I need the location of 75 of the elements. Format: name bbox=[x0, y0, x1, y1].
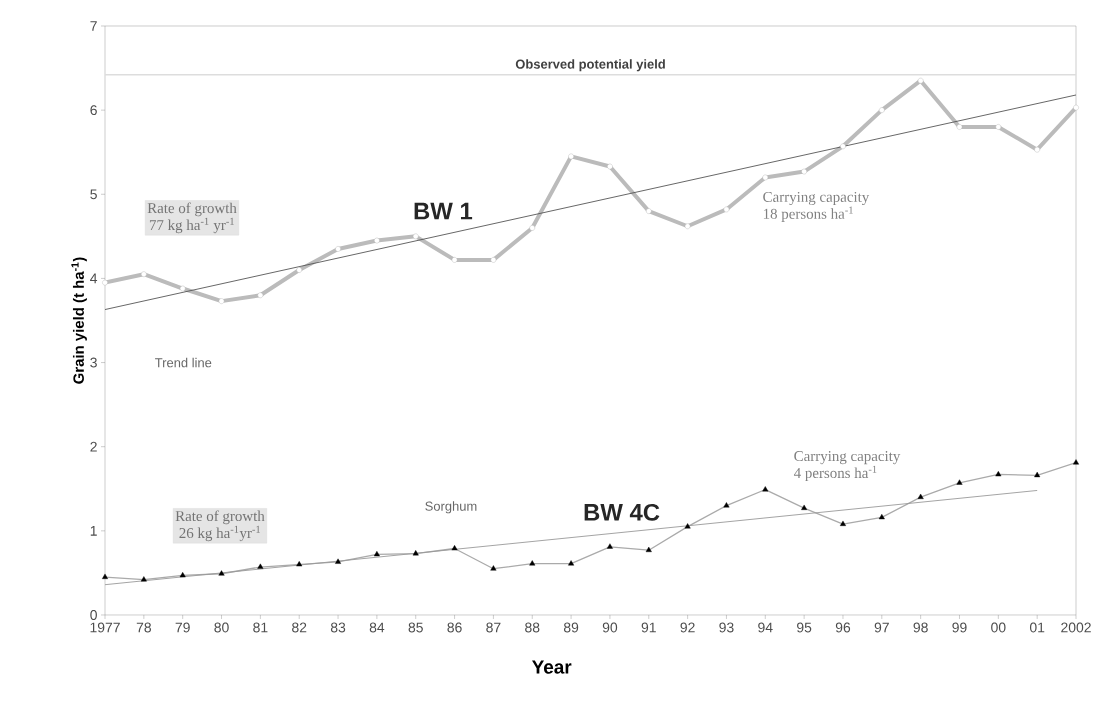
x-tick-label: 93 bbox=[719, 622, 734, 633]
ref-line-label: Observed potential yield bbox=[515, 59, 665, 72]
x-tick-label: 94 bbox=[758, 622, 773, 633]
x-tick-label: 90 bbox=[602, 622, 618, 633]
x-tick-label: 78 bbox=[136, 622, 151, 633]
annotation: 4 persons ha$^{-1}$ bbox=[793, 465, 877, 482]
x-tick-label: 83 bbox=[330, 622, 346, 633]
annotation: Rate of growth bbox=[147, 202, 237, 217]
annotation: Carrying capacity bbox=[763, 191, 870, 205]
x-tick-label: 97 bbox=[874, 622, 889, 633]
point bbox=[607, 163, 613, 170]
point bbox=[102, 279, 108, 286]
point bbox=[723, 206, 730, 213]
point bbox=[1034, 146, 1040, 153]
x-tick-label: 80 bbox=[214, 622, 229, 633]
point bbox=[179, 285, 186, 292]
point bbox=[684, 223, 691, 230]
y-axis-title: Grain yield (t ha$^{-1}$) bbox=[71, 257, 87, 384]
point bbox=[335, 246, 341, 252]
x-tick-label: 82 bbox=[292, 622, 307, 633]
x-tick-label: 95 bbox=[797, 622, 812, 633]
series-label: BW 1 bbox=[414, 202, 473, 220]
point bbox=[879, 107, 885, 113]
x-tick-label: 99 bbox=[952, 622, 967, 633]
x-tick-label: 89 bbox=[563, 622, 579, 633]
point bbox=[801, 168, 807, 175]
point bbox=[218, 298, 225, 304]
point bbox=[257, 292, 264, 299]
x-tick-label: 81 bbox=[253, 622, 268, 633]
point bbox=[490, 257, 497, 263]
point bbox=[568, 153, 574, 160]
point bbox=[1073, 104, 1079, 111]
x-tick-label: 87 bbox=[486, 622, 501, 633]
y-tick-label: 2 bbox=[90, 441, 97, 452]
point bbox=[412, 233, 419, 240]
point bbox=[529, 225, 536, 231]
y-tick-label: 5 bbox=[90, 189, 97, 200]
x-tick-label: 92 bbox=[680, 622, 695, 633]
point bbox=[956, 124, 963, 130]
y-tick-label: 4 bbox=[90, 273, 98, 284]
point bbox=[141, 271, 147, 278]
y-tick-label: 6 bbox=[90, 105, 97, 116]
x-tick-label: 01 bbox=[1029, 622, 1045, 633]
x-tick-label: 96 bbox=[835, 622, 851, 633]
series-label: BW 4C bbox=[584, 503, 660, 521]
point bbox=[296, 267, 303, 273]
x-axis-title: Year bbox=[532, 660, 572, 674]
x-tick-label: 2002 bbox=[1061, 622, 1091, 633]
annotation: Sorghum bbox=[425, 501, 477, 514]
annotation: 77 kg ha$^{-1}$ yr$^{-1}$ bbox=[149, 217, 234, 234]
x-tick-label: 79 bbox=[175, 622, 190, 633]
annotation: Rate of growth bbox=[175, 510, 265, 525]
point bbox=[645, 208, 652, 214]
point bbox=[762, 174, 769, 181]
x-tick-label: 00 bbox=[991, 622, 1006, 633]
x-tick-label: 98 bbox=[913, 622, 928, 633]
x-tick-label: 91 bbox=[641, 622, 656, 633]
x-tick-label: 86 bbox=[447, 622, 462, 633]
y-tick-label: 3 bbox=[90, 357, 97, 368]
x-tick-label: 85 bbox=[408, 622, 423, 633]
x-tick-label: 84 bbox=[369, 622, 385, 633]
point bbox=[917, 77, 924, 84]
y-tick-label: 0 bbox=[90, 610, 97, 620]
annotation: Carrying capacity bbox=[794, 451, 901, 465]
point bbox=[840, 143, 846, 150]
annotation: 26 kg ha$^{-1}$yr$^{-1}$ bbox=[179, 525, 261, 542]
point bbox=[374, 237, 380, 244]
y-tick-label: 1 bbox=[90, 526, 97, 536]
annotation: 18 persons ha$^{-1}$ bbox=[763, 206, 853, 222]
annotation: Trend line bbox=[155, 357, 212, 368]
y-tick-label: 7 bbox=[90, 21, 97, 31]
point bbox=[995, 124, 1002, 130]
x-tick-label: 88 bbox=[525, 622, 540, 633]
x-tick-label: 1977 bbox=[90, 622, 120, 633]
point bbox=[451, 257, 458, 263]
